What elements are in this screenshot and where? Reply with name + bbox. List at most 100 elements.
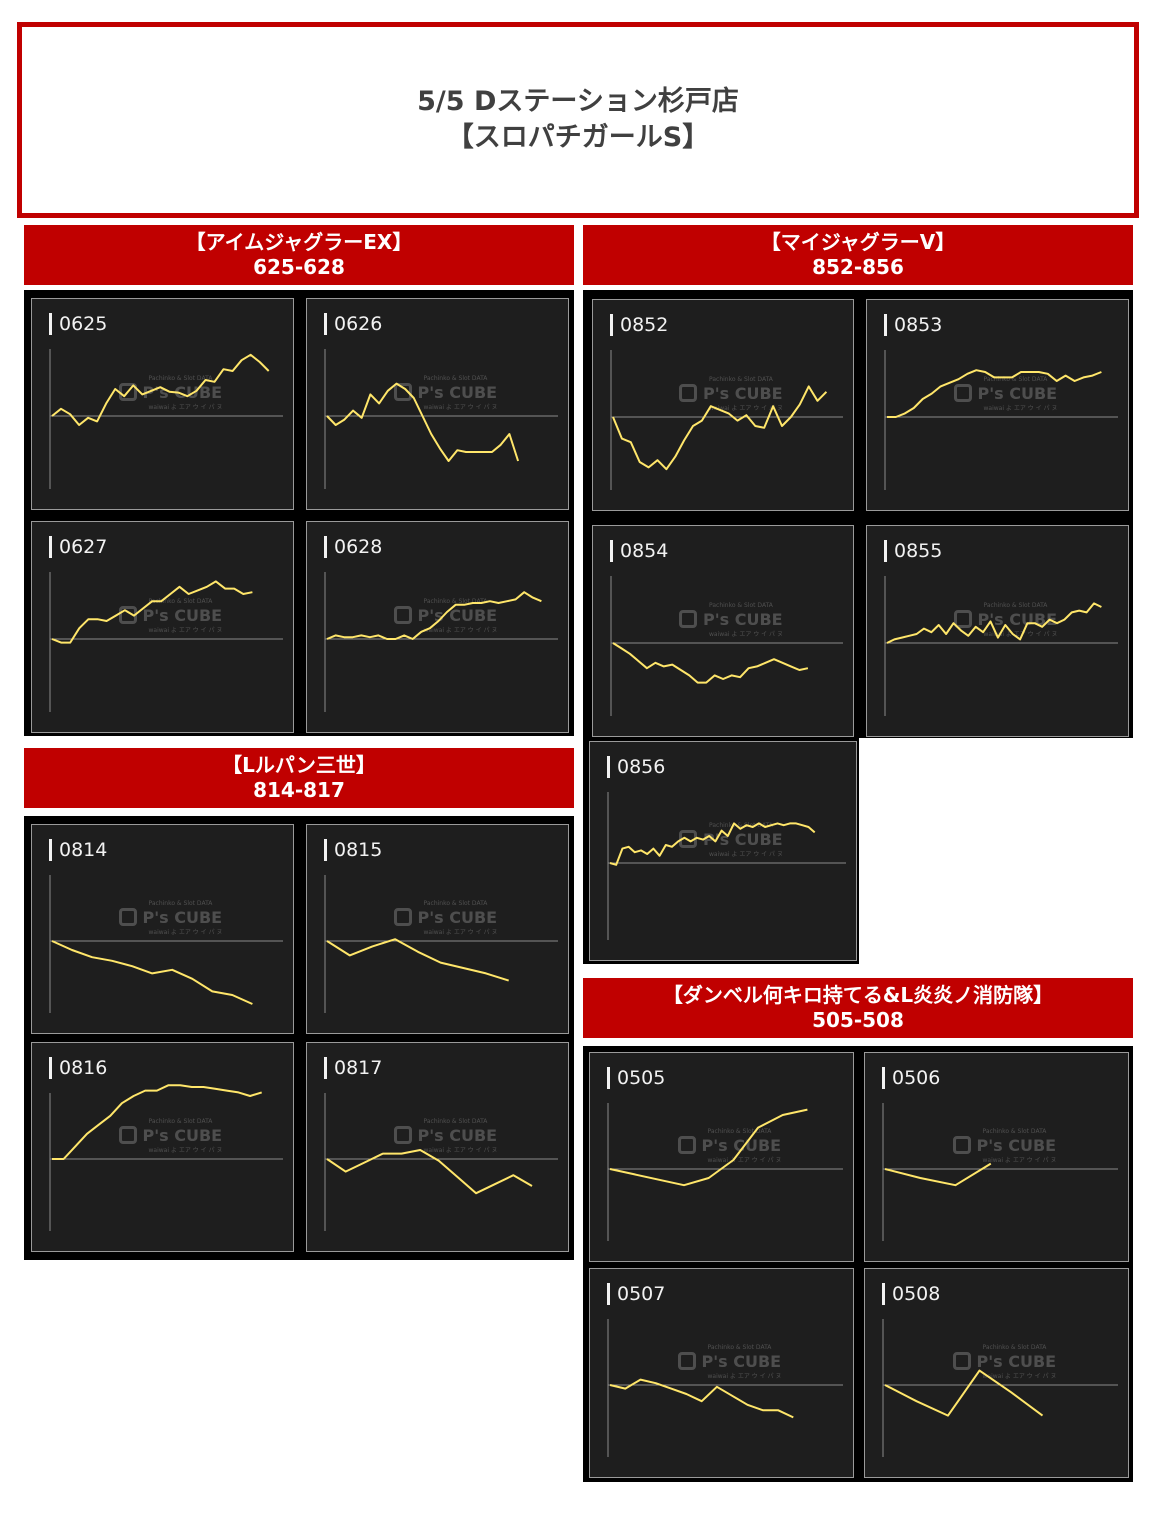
watermark-top: Pachinko & Slot DATA xyxy=(423,1118,488,1125)
series-line-0507 xyxy=(609,1378,794,1419)
watermark-top: Pachinko & Slot DATA xyxy=(709,376,773,383)
watermark-bottom: waiwai よ エア ウ イ パ ヌ xyxy=(148,627,223,634)
chart-title: 0815 xyxy=(324,839,382,861)
chart-panel-0508: 0508 Pachinko & Slot DATA P's CUBE waiwai よ… xyxy=(864,1268,1129,1478)
watermark-brand: P's CUBE xyxy=(703,830,783,849)
chart-panel-0507: 0507 Pachinko & Slot DATA P's CUBE waiwai よ… xyxy=(589,1268,854,1478)
chart-svg xyxy=(610,350,843,490)
watermark-top: Pachinko & Slot DATA xyxy=(423,598,488,605)
watermark-top: Pachinko & Slot DATA xyxy=(423,900,488,907)
cube-icon xyxy=(952,1136,971,1154)
watermark-brand: P's CUBE xyxy=(142,606,223,625)
series-line-0854 xyxy=(612,642,809,684)
cube-icon xyxy=(679,610,697,628)
cube-icon xyxy=(393,606,412,624)
chart-title: 0855 xyxy=(884,540,942,562)
cube-icon xyxy=(952,1352,971,1370)
chart-title: 0816 xyxy=(49,1057,107,1079)
series-line-0856 xyxy=(609,822,816,866)
watermark-top: Pachinko & Slot DATA xyxy=(709,822,773,829)
watermark-logo: Pachinko & Slot DATA P's CUBE waiwai よ エア … xyxy=(393,375,504,415)
series-line-0814 xyxy=(51,940,253,1005)
chart-svg xyxy=(607,1319,843,1457)
watermark-bottom: waiwai よ エア ウ イ パ ヌ xyxy=(707,1373,782,1380)
series-line-0628 xyxy=(326,591,542,640)
watermark-bottom: waiwai よ エア ウ イ パ ヌ xyxy=(982,1157,1057,1164)
chart-title: 0628 xyxy=(324,536,382,558)
chart-title: 0505 xyxy=(607,1067,665,1089)
chart-svg xyxy=(324,572,558,712)
chart-title: 0627 xyxy=(49,536,107,558)
section-range: 852-856 xyxy=(812,255,904,279)
chart-svg xyxy=(607,792,846,940)
watermark-bottom: waiwai よ エア ウ イ パ ヌ xyxy=(423,404,498,411)
watermark-logo: Pachinko & Slot DATA P's CUBE waiwai よ エア … xyxy=(393,900,504,940)
chart-svg xyxy=(882,1319,1118,1457)
chart-title: 0507 xyxy=(607,1283,665,1305)
watermark-bottom: waiwai よ エア ウ イ パ ヌ xyxy=(709,631,783,638)
section-banner-my-juggler: 【マイジャグラーⅤ】 852-856 xyxy=(583,225,1133,285)
watermark-bottom: waiwai よ エア ウ イ パ ヌ xyxy=(423,1147,498,1154)
watermark-bottom: waiwai よ エア ウ イ パ ヌ xyxy=(709,405,783,412)
watermark-bottom: waiwai よ エア ウ イ パ ヌ xyxy=(423,929,498,936)
watermark-logo: Pachinko & Slot DATA P's CUBE waiwai よ エア … xyxy=(118,900,229,940)
watermark-top: Pachinko & Slot DATA xyxy=(148,1118,213,1125)
watermark-brand: P's CUBE xyxy=(976,1352,1057,1371)
watermark-bottom: waiwai よ エア ウ イ パ ヌ xyxy=(148,1147,223,1154)
watermark-top: Pachinko & Slot DATA xyxy=(148,900,213,907)
series-line-0853 xyxy=(887,369,1102,418)
watermark-brand: P's CUBE xyxy=(703,384,783,403)
cube-icon xyxy=(118,908,137,926)
watermark-logo: Pachinko & Slot DATA P's CUBE waiwai よ エア … xyxy=(393,598,504,638)
chart-svg xyxy=(610,576,843,716)
series-line-0816 xyxy=(52,1084,262,1160)
cube-icon xyxy=(393,1126,412,1144)
cube-icon xyxy=(953,610,972,628)
watermark-brand: P's CUBE xyxy=(417,1126,498,1145)
chart-panel-0855: 0855 Pachinko & Slot DATA P's CUBE waiwai よ… xyxy=(866,525,1129,737)
series-line-0506 xyxy=(884,1162,992,1187)
series-line-0627 xyxy=(51,580,253,644)
section-title: 【ダンベル何キロ持てる&L炎炎ノ消防隊】 xyxy=(662,983,1054,1007)
chart-panel-0816: 0816 Pachinko & Slot DATA P's CUBE waiwai よ… xyxy=(31,1042,294,1252)
chart-panel-0815: 0815 Pachinko & Slot DATA P's CUBE waiwai よ… xyxy=(306,824,569,1034)
watermark-logo: Pachinko & Slot DATA P's CUBE waiwai よ エア … xyxy=(952,1344,1063,1384)
section-banner-lupin: 【Lルパン三世】 814-817 xyxy=(24,748,574,808)
chart-title: 0817 xyxy=(324,1057,382,1079)
cube-icon xyxy=(677,1136,696,1154)
watermark-brand: P's CUBE xyxy=(701,1352,782,1371)
watermark-brand: P's CUBE xyxy=(417,383,498,402)
chart-panel-0625: 0625 Pachinko & Slot DATA P's CUBE waiwai よ… xyxy=(31,298,294,510)
chart-panel-0628: 0628 Pachinko & Slot DATA P's CUBE waiwai よ… xyxy=(306,521,569,733)
watermark-top: Pachinko & Slot DATA xyxy=(707,1128,772,1135)
watermark-top: Pachinko & Slot DATA xyxy=(982,1128,1047,1135)
cube-icon xyxy=(679,384,697,402)
watermark-bottom: waiwai よ エア ウ イ パ ヌ xyxy=(423,627,498,634)
watermark-logo: Pachinko & Slot DATA P's CUBE waiwai よ エア … xyxy=(679,602,789,642)
cube-icon xyxy=(393,383,412,401)
chart-svg xyxy=(49,1084,283,1231)
watermark-logo: Pachinko & Slot DATA P's CUBE waiwai よ エア … xyxy=(677,1128,788,1168)
chart-panel-0853: 0853 Pachinko & Slot DATA P's CUBE waiwai よ… xyxy=(866,299,1129,511)
cube-icon xyxy=(118,1126,137,1144)
watermark-top: Pachinko & Slot DATA xyxy=(707,1344,772,1351)
section-range: 814-817 xyxy=(253,778,345,802)
section-range: 505-508 xyxy=(812,1008,904,1032)
watermark-bottom: waiwai よ エア ウ イ パ ヌ xyxy=(982,1373,1057,1380)
watermark-bottom: waiwai よ エア ウ イ パ ヌ xyxy=(148,404,223,411)
watermark-brand: P's CUBE xyxy=(701,1136,782,1155)
chart-svg xyxy=(324,875,558,1013)
chart-panel-0627: 0627 Pachinko & Slot DATA P's CUBE waiwai よ… xyxy=(31,521,294,733)
series-line-0815 xyxy=(326,938,510,982)
chart-svg xyxy=(49,349,283,489)
watermark-brand: P's CUBE xyxy=(417,908,498,927)
chart-svg xyxy=(49,572,283,712)
watermark-brand: P's CUBE xyxy=(417,606,498,625)
watermark-logo: Pachinko & Slot DATA P's CUBE waiwai よ エア … xyxy=(118,1118,229,1158)
watermark-brand: P's CUBE xyxy=(977,384,1058,403)
chart-svg xyxy=(324,1093,558,1231)
chart-svg xyxy=(324,349,558,489)
series-line-0817 xyxy=(326,1149,533,1195)
chart-panel-0852: 0852 Pachinko & Slot DATA P's CUBE waiwai よ… xyxy=(592,299,854,511)
watermark-bottom: waiwai よ エア ウ イ パ ヌ xyxy=(709,851,783,858)
